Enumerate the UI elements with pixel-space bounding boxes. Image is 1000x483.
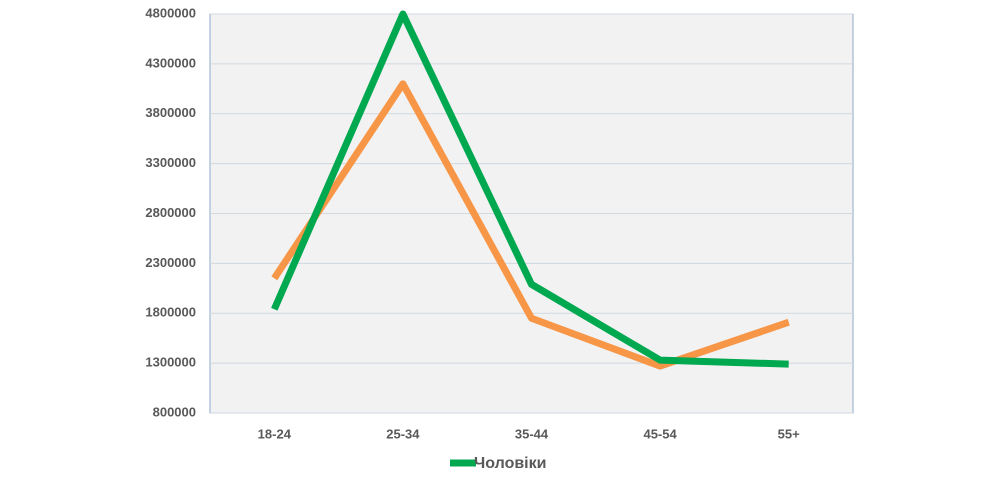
x-tick-label: 45-54 [643, 426, 677, 441]
y-tick-label: 2800000 [145, 205, 196, 220]
x-tick-label: 25-34 [386, 426, 420, 441]
x-tick-label: 18-24 [258, 426, 292, 441]
line-series [271, 80, 790, 370]
y-tick-label: 3300000 [145, 155, 196, 170]
y-tick-label: 1300000 [145, 355, 196, 370]
x-tick-label: 55+ [778, 426, 800, 441]
y-tick-label: 1800000 [145, 305, 196, 320]
y-tick-label: 3800000 [145, 105, 196, 120]
line-series [271, 10, 789, 368]
x-tick-label: 35-44 [515, 426, 549, 441]
y-tick-label: 2300000 [145, 255, 196, 270]
legend-label: Чоловіки [474, 455, 546, 472]
y-tick-label: 4300000 [145, 55, 196, 70]
y-tick-label: 800000 [153, 404, 196, 419]
y-tick-label: 4800000 [145, 5, 196, 20]
